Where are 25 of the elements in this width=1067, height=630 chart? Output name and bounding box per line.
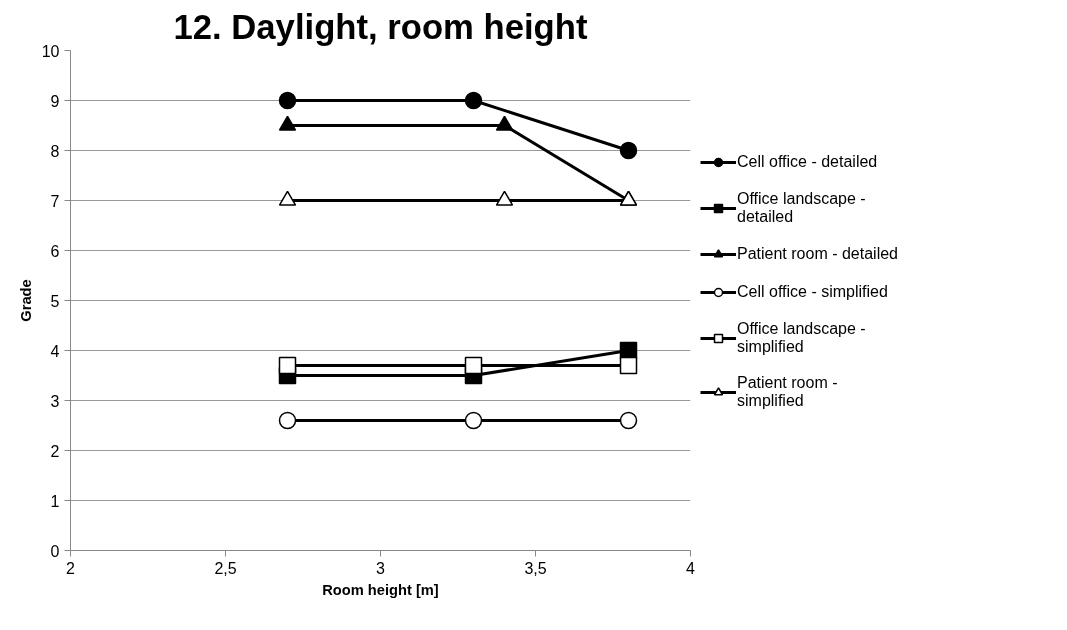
x-axis-title: Room height [m]: [322, 581, 439, 598]
legend-label: Office landscape - simplified: [737, 320, 866, 356]
y-tick-label: 2: [50, 442, 60, 460]
y-tick-label: 1: [50, 492, 60, 510]
x-tick-label: 4: [686, 559, 696, 577]
y-tick-label: 7: [50, 192, 60, 210]
y-tick-label: 9: [50, 92, 60, 110]
chart-title: 12. Daylight, room height: [173, 7, 588, 46]
x-tick-label: 3,5: [524, 559, 547, 577]
x-tick-label: 2: [66, 559, 76, 577]
y-axis-title: Grade: [17, 279, 34, 322]
legend-label: Patient room - simplified: [737, 374, 838, 410]
y-tick-label: 4: [50, 342, 60, 360]
y-tick-label: 0: [50, 542, 60, 560]
y-tick-label: 10: [41, 42, 60, 60]
legend-label: Patient room - detailed: [737, 245, 898, 263]
y-tick-label: 3: [50, 392, 60, 410]
legend-label: Office landscape - detailed: [737, 190, 866, 226]
legend-label: Cell office - simplified: [737, 283, 888, 301]
y-tick-label: 8: [50, 142, 60, 160]
y-tick-label: 6: [50, 242, 60, 260]
y-tick-label: 5: [50, 292, 60, 310]
x-tick-label: 2,5: [214, 559, 237, 577]
x-tick-label: 3: [376, 559, 386, 577]
legend-label: Cell office - detailed: [737, 153, 878, 171]
